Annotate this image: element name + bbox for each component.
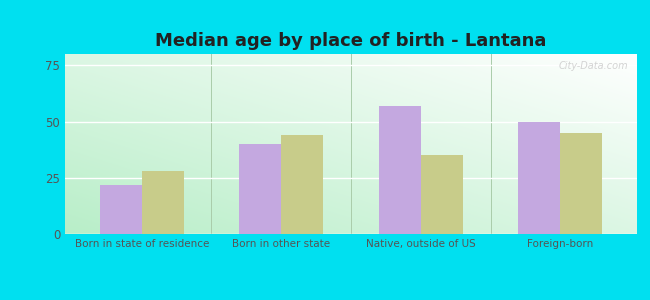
Bar xyxy=(281,135,323,234)
Bar xyxy=(100,184,142,234)
Bar xyxy=(519,122,560,234)
Bar xyxy=(239,144,281,234)
Title: Median age by place of birth - Lantana: Median age by place of birth - Lantana xyxy=(155,32,547,50)
Text: City-Data.com: City-Data.com xyxy=(559,61,629,71)
Bar xyxy=(421,155,463,234)
Bar xyxy=(379,106,421,234)
Bar xyxy=(142,171,183,234)
Bar xyxy=(560,133,602,234)
